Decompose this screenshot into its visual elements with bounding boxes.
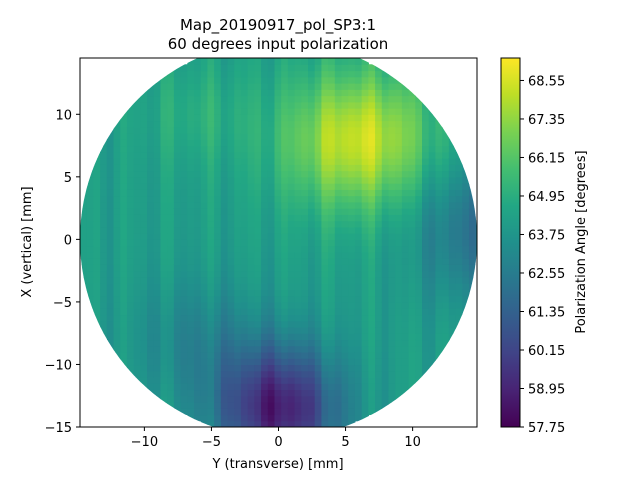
colorbar-ticks: 57.75 58.95 60.15 61.35 62.55 63.75 64.95 66.15… bbox=[520, 74, 565, 436]
heatmap-area bbox=[80, 58, 477, 427]
colorbar-tick-label: 66.15 bbox=[528, 151, 565, 166]
chart-title-line2: 60 degrees input polarization bbox=[168, 35, 389, 53]
y-axis-label: X (vertical) [mm] bbox=[20, 186, 35, 297]
colorbar-label: Polarization Angle [degrees] bbox=[574, 150, 589, 333]
heatmap-field bbox=[80, 58, 477, 427]
colorbar-tick-label: 64.95 bbox=[528, 190, 565, 205]
colorbar-tick-label: 67.35 bbox=[528, 113, 565, 128]
colorbar-tick-label: 61.35 bbox=[528, 305, 565, 320]
y-tick-label: 0 bbox=[64, 233, 72, 248]
x-tick-label: −5 bbox=[202, 435, 221, 450]
colorbar bbox=[500, 57, 521, 428]
colorbar-tick-label: 60.15 bbox=[528, 344, 565, 359]
x-tick-label: 10 bbox=[404, 435, 421, 450]
x-tick-label: 0 bbox=[274, 435, 282, 450]
y-tick-label: −10 bbox=[45, 358, 72, 373]
x-axis-ticks: −10 −5 0 5 10 bbox=[131, 427, 421, 450]
colorbar-tick-label: 57.75 bbox=[528, 421, 565, 436]
y-axis-ticks: −15 −10 −5 0 5 10 bbox=[45, 108, 80, 436]
colorbar-tick-label: 63.75 bbox=[528, 228, 565, 243]
x-axis-label: Y (transverse) [mm] bbox=[211, 457, 343, 472]
colorbar-tick-label: 58.95 bbox=[528, 382, 565, 397]
x-tick-label: −10 bbox=[131, 435, 158, 450]
colorbar-tick-label: 68.55 bbox=[528, 74, 565, 89]
colorbar-tick-label: 62.55 bbox=[528, 267, 565, 282]
chart-title-line1: Map_20190917_pol_SP3:1 bbox=[180, 16, 376, 35]
y-tick-label: 10 bbox=[55, 108, 72, 123]
y-tick-label: −5 bbox=[53, 296, 72, 311]
x-tick-label: 5 bbox=[341, 435, 349, 450]
y-tick-label: 5 bbox=[64, 171, 72, 186]
y-tick-label: −15 bbox=[45, 421, 72, 436]
